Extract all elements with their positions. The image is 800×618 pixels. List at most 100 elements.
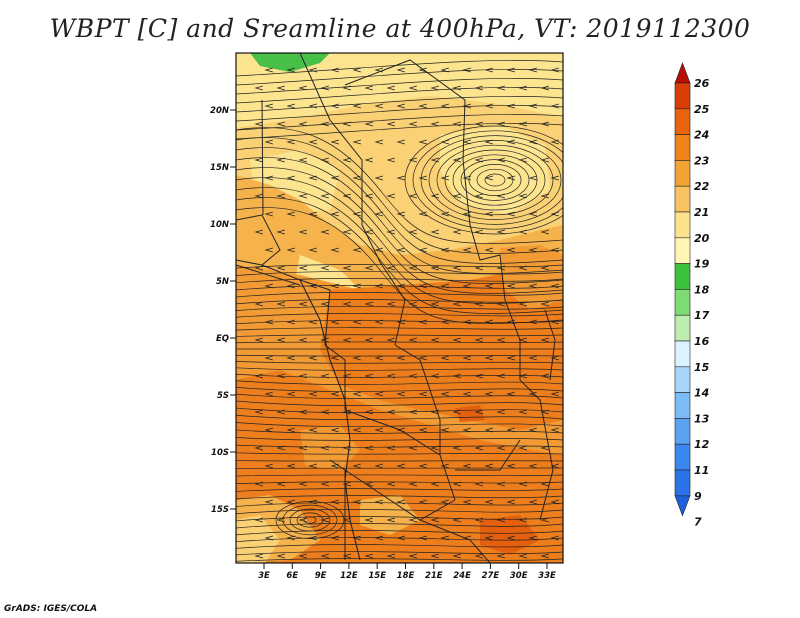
streamline-arrow	[286, 355, 295, 361]
streamline	[236, 157, 563, 274]
streamline-arrow	[374, 535, 383, 541]
streamline-arrow	[386, 445, 395, 451]
streamline-arrow	[264, 175, 273, 181]
streamline-arrow	[462, 499, 471, 505]
streamline-arrow	[540, 301, 549, 307]
streamline-arrow	[562, 87, 563, 89]
streamline-arrow	[550, 391, 559, 397]
streamline-arrow	[276, 337, 285, 343]
colorbar-label: 26	[694, 77, 710, 90]
streamline	[236, 523, 563, 529]
streamline-arrow	[418, 67, 427, 73]
streamline-arrow	[496, 193, 505, 199]
lat-label: 5N	[216, 277, 229, 287]
streamline-arrow	[254, 337, 263, 343]
streamline-arrow	[452, 409, 461, 415]
country-border	[469, 224, 521, 380]
streamline-arrow	[320, 301, 329, 307]
colorbar-label: 17	[694, 309, 710, 322]
streamline-arrow	[484, 355, 493, 361]
streamline-arrow	[528, 355, 537, 361]
streamline-arrow	[386, 85, 395, 91]
streamline-arrow	[396, 499, 405, 505]
streamline-arrow	[506, 211, 515, 217]
streamline-arrow	[540, 445, 549, 451]
streamline-arrow	[386, 337, 395, 343]
streamline-arrow	[484, 391, 493, 397]
streamline-arrow	[528, 499, 537, 505]
streamline-arrow	[452, 85, 461, 91]
streamline-arrow	[518, 409, 527, 415]
streamline-arrow	[562, 375, 563, 377]
streamline-arrow	[452, 121, 461, 127]
streamline	[484, 173, 506, 187]
streamline-arrow	[506, 499, 515, 505]
streamline-arrow	[408, 121, 417, 127]
streamline	[236, 429, 563, 434]
streamline-arrow	[484, 427, 493, 433]
streamline-arrow	[452, 373, 461, 379]
streamline-arrow	[342, 553, 351, 559]
streamline	[236, 407, 563, 413]
streamline-arrow	[320, 157, 329, 163]
streamline-arrow	[286, 211, 295, 217]
streamline-arrow	[330, 283, 339, 289]
streamline-arrow	[506, 103, 515, 109]
streamline-arrow	[342, 193, 351, 199]
streamline-arrow	[574, 248, 581, 252]
streamline-arrow	[374, 283, 383, 289]
streamline-arrow	[418, 355, 427, 361]
streamline-arrow	[550, 319, 559, 325]
streamline-arrow	[408, 229, 417, 235]
streamline-arrow	[330, 211, 339, 217]
streamline-arrow	[330, 499, 339, 505]
country-border	[324, 289, 346, 410]
streamline-arrow	[352, 391, 361, 397]
streamline-arrow	[264, 499, 273, 505]
country-border	[519, 379, 554, 521]
streamline-arrow	[430, 517, 439, 523]
streamline-arrow	[386, 409, 395, 415]
streamline-arrow	[528, 175, 537, 181]
streamline-arrow	[320, 265, 329, 271]
streamline-arrow	[374, 139, 383, 145]
streamline-arrow	[418, 535, 427, 541]
streamline-arrow	[484, 283, 493, 289]
streamline-arrow	[528, 211, 537, 217]
streamline-arrow	[396, 535, 405, 541]
lon-label: 33E	[538, 571, 556, 581]
streamline-arrow	[396, 211, 405, 217]
streamline-arrow	[540, 337, 549, 343]
streamline-arrow	[528, 67, 537, 73]
streamline-arrow	[320, 517, 329, 523]
streamline-arrow	[254, 301, 263, 307]
streamline-arrow	[308, 427, 317, 433]
streamline-arrow	[440, 247, 449, 253]
lon-label: 3E	[258, 571, 270, 581]
streamline-arrow	[352, 175, 361, 181]
streamline-arrow	[264, 211, 273, 217]
map-frame	[235, 52, 564, 564]
colorbar-segment	[674, 211, 691, 239]
country-border	[344, 409, 441, 456]
streamline	[289, 508, 331, 532]
streamline-arrow	[320, 553, 329, 559]
streamline	[236, 78, 563, 95]
streamline-arrow	[496, 373, 505, 379]
streamline-arrow	[254, 85, 263, 91]
streamline-arrow	[484, 499, 493, 505]
streamline	[236, 299, 563, 305]
streamline-arrow	[430, 229, 439, 235]
streamline-arrow	[418, 427, 427, 433]
streamline-arrow	[364, 157, 373, 163]
streamline-arrow	[574, 500, 581, 504]
streamline-arrow	[474, 301, 483, 307]
streamline-arrow	[286, 139, 295, 145]
streamline-arrow	[308, 211, 317, 217]
streamline-arrow	[430, 373, 439, 379]
streamline	[236, 278, 563, 284]
streamline-arrow	[462, 463, 471, 469]
streamline-arrow	[562, 411, 563, 413]
streamline	[236, 544, 563, 549]
streamline-arrow	[506, 247, 515, 253]
